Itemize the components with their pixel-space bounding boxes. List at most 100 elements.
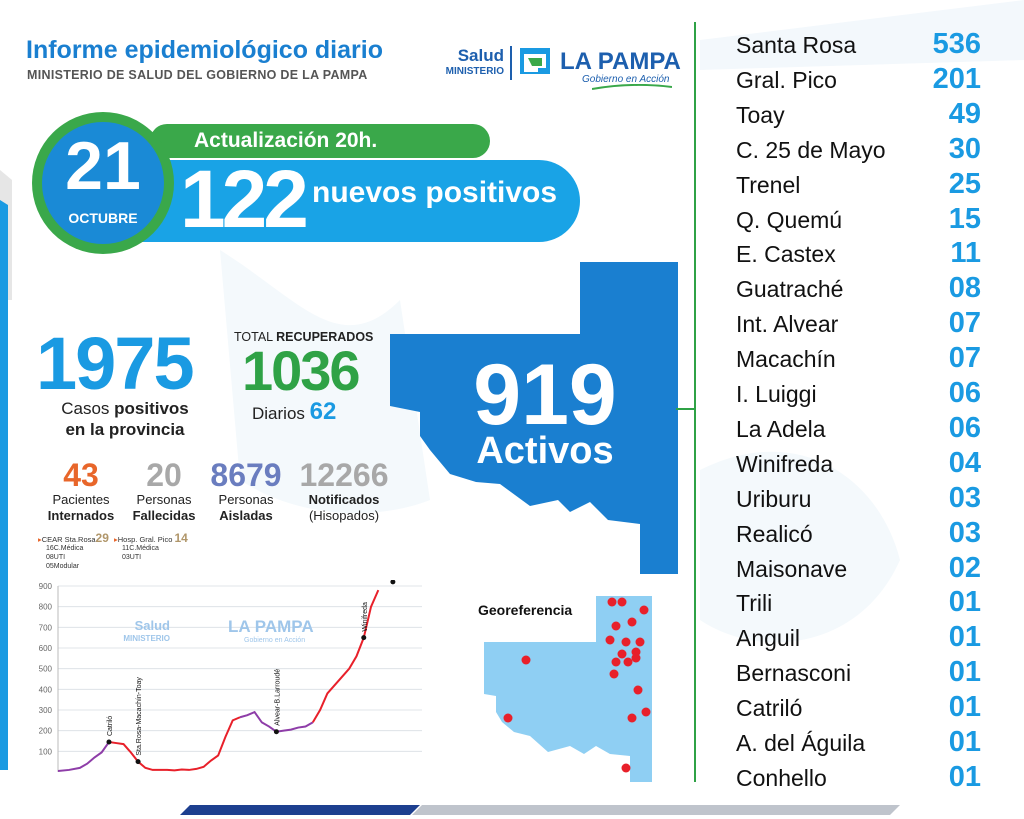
stat-notificados: 12266 Notificados (Hisopados) <box>292 458 396 524</box>
case-dot <box>641 707 651 717</box>
locality-row: Trili 01 <box>736 586 981 621</box>
y-tick-label: 400 <box>39 685 53 694</box>
case-dot <box>605 635 615 645</box>
active-value: 919 <box>473 347 617 443</box>
cear-medica: 16C.Médica <box>46 545 84 552</box>
page-subtitle: MINISTERIO DE SALUD DEL GOBIERNO DE LA P… <box>27 68 368 82</box>
locality-row: Gral. Pico 201 <box>736 63 981 98</box>
logo-la-pampa: LA PAMPA <box>560 48 681 75</box>
cases-label-b: positivos <box>114 399 189 418</box>
daily-recovered: Diarios 62 <box>252 398 336 426</box>
list-connector <box>676 408 696 410</box>
total-cases-label: Casos positivos en la provincia <box>40 398 210 440</box>
stat-value: 43 <box>63 457 99 493</box>
case-dot <box>617 649 627 659</box>
stat-value: 12266 <box>299 457 389 493</box>
y-tick-label: 600 <box>39 644 53 653</box>
locality-row: A. del Águila 01 <box>736 726 981 761</box>
y-tick-label: 500 <box>39 665 53 674</box>
locality-row: Catriló 01 <box>736 691 981 726</box>
y-tick-label: 900 <box>39 582 53 591</box>
new-positives-label: nuevos positivos <box>312 176 558 209</box>
stat-label-1: Notificados <box>308 492 380 507</box>
cear-uti: 08UTI <box>46 554 66 561</box>
locality-count: 03 <box>948 481 981 514</box>
locality-name: Conhello <box>736 764 827 791</box>
locality-row: Guatraché 08 <box>736 272 981 307</box>
active-label: Activos <box>476 430 614 472</box>
annotation-label: Alvear-B.Larroudé <box>274 669 281 726</box>
daily-value: 62 <box>309 398 337 425</box>
locality-row: Santa Rosa 536 <box>736 28 981 63</box>
cases-label-a: Casos <box>61 399 110 418</box>
annotation-marker <box>135 759 141 765</box>
locality-row: E. Castex 11 <box>736 237 981 272</box>
stat-label-1: Pacientes <box>52 492 110 507</box>
case-dot <box>639 605 649 615</box>
case-dot <box>627 713 637 723</box>
pico-medica: 11C.Médica <box>122 545 159 552</box>
locality-row: Int. Alvear 07 <box>736 307 981 342</box>
locality-row: Uriburu 03 <box>736 482 981 517</box>
case-dot <box>635 637 645 647</box>
locality-name: Toay <box>736 101 785 128</box>
y-tick-label: 700 <box>39 623 53 632</box>
recovered-title: TOTAL RECUPERADOS <box>234 330 373 344</box>
y-tick-label: 100 <box>39 747 53 756</box>
locality-name: Maisonave <box>736 555 848 582</box>
locality-count: 03 <box>948 516 981 549</box>
locality-count: 01 <box>948 760 981 793</box>
locality-name: Uriburu <box>736 485 812 512</box>
locality-count: 15 <box>948 202 981 235</box>
locality-name: Winifreda <box>736 450 834 477</box>
locality-name: Int. Alvear <box>736 311 839 338</box>
chart-watermark: MINISTERIO <box>123 634 170 643</box>
locality-count: 07 <box>948 307 981 340</box>
case-dot <box>607 597 617 607</box>
case-dot <box>611 657 621 667</box>
locality-count: 01 <box>948 691 981 724</box>
stat-label-2: Aisladas <box>219 508 273 523</box>
update-banner: Actualización 20h. <box>150 124 490 158</box>
daily-label: Diarios <box>252 404 305 423</box>
province-map-active <box>390 262 678 574</box>
locality-row: I. Luiggi 06 <box>736 377 981 412</box>
pico-value: 14 <box>174 531 188 545</box>
y-tick-label: 800 <box>39 603 53 612</box>
pico-uti: 03UTI <box>122 554 142 561</box>
update-label: Actualización 20h. <box>194 129 378 152</box>
chart-watermark: Salud <box>135 618 170 633</box>
cear-label: CEAR Sta.Rosa <box>41 535 96 544</box>
locality-count: 30 <box>948 132 981 165</box>
locality-count: 49 <box>948 97 981 130</box>
locality-count: 01 <box>948 656 981 689</box>
locality-count: 02 <box>948 551 981 584</box>
la-pampa-emblem-icon <box>520 48 550 74</box>
locality-count: 01 <box>948 726 981 758</box>
logo-gobierno: Gobierno en Acción <box>582 74 670 85</box>
stat-internados: 43 Pacientes Internados <box>36 458 126 524</box>
stat-label-2: (Hisopados) <box>308 508 380 523</box>
locality-name: A. del Águila <box>736 730 866 756</box>
locality-name: Gral. Pico <box>736 66 837 93</box>
locality-name: I. Luiggi <box>736 381 817 407</box>
locality-row: C. 25 de Mayo 30 <box>736 133 981 168</box>
stat-aisladas: 8679 Personas Aisladas <box>202 458 290 524</box>
locality-row: Maisonave 02 <box>736 552 981 587</box>
stat-fallecidas: 20 Personas Fallecidas <box>126 458 202 524</box>
locality-count: 01 <box>948 621 981 654</box>
case-dot <box>503 713 513 723</box>
case-dot <box>521 655 531 665</box>
annotation-label: Catriló <box>107 716 114 736</box>
cear-modular: 05Modular <box>46 563 80 570</box>
locality-row: Toay 49 <box>736 98 981 133</box>
case-dot <box>623 657 633 667</box>
locality-row: Bernasconi 01 <box>736 656 981 691</box>
annotation-marker <box>390 580 396 585</box>
pico-label: Hosp. Gral. Pico <box>117 535 173 544</box>
recovered-title-b: RECUPERADOS <box>276 330 374 344</box>
date-month: OCTUBRE <box>68 210 138 226</box>
locality-name: Macachín <box>736 346 836 373</box>
locality-count: 06 <box>948 411 981 444</box>
stat-label-1: Personas <box>218 492 274 507</box>
